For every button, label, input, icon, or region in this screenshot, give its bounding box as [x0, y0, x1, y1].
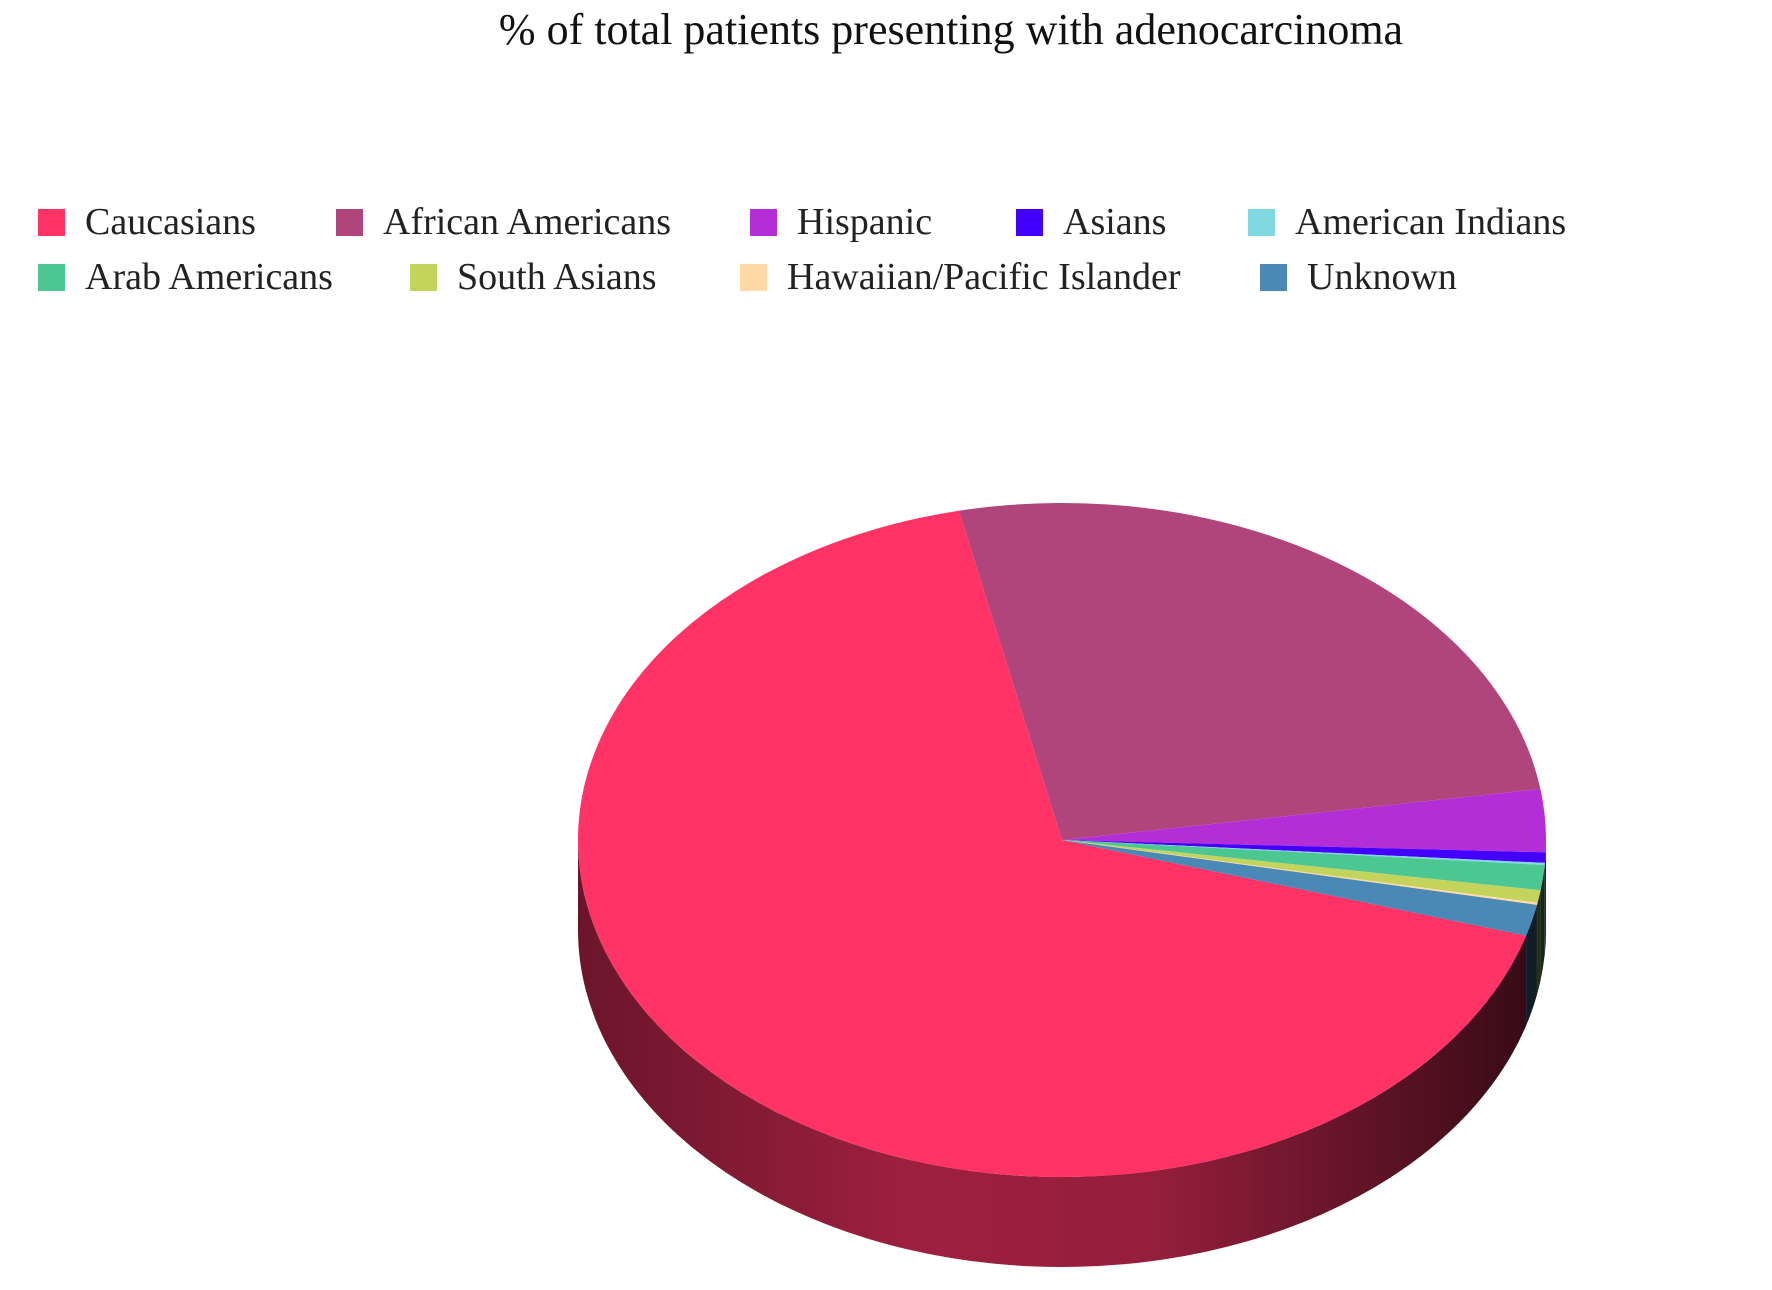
legend-swatch-asians	[1016, 208, 1043, 236]
legend-label-hispanic: Hispanic	[797, 201, 933, 243]
legend-item-american-indians: American Indians	[1248, 200, 1566, 244]
legend-label-african-americans: African Americans	[383, 201, 672, 243]
legend-swatch-arab-americans	[38, 263, 65, 291]
pie-side-south-asians	[1537, 890, 1541, 993]
pie-top	[577, 503, 1546, 1177]
legend-label-unknown: Unknown	[1307, 256, 1457, 298]
legend-swatch-american-indians	[1248, 208, 1275, 236]
legend-item-arab-americans: Arab Americans	[38, 255, 333, 299]
pie-slice-american-indians	[1062, 840, 1545, 866]
legend-item-south-asians: South Asians	[410, 255, 657, 299]
pie-slice-african-americans	[958, 503, 1541, 840]
pie-side-arab-americans	[1540, 865, 1545, 981]
pie-side-asians	[1544, 852, 1546, 953]
legend-item-asians: Asians	[1016, 200, 1166, 244]
pie-slice-hawaiian-pacific-islander	[1062, 840, 1538, 905]
pie-slice-unknown	[1062, 840, 1537, 936]
legend-swatch-caucasians	[38, 208, 65, 236]
legend-label-asians: Asians	[1063, 201, 1167, 243]
pie-sides	[578, 840, 1546, 1267]
legend-swatch-hispanic	[750, 208, 777, 236]
legend-item-unknown: Unknown	[1260, 255, 1457, 299]
legend-label-south-asians: South Asians	[457, 256, 657, 298]
pie-side-unknown	[1526, 904, 1537, 1026]
pie-slice-hispanic	[1062, 789, 1546, 853]
legend-swatch-hawaiian-pacific-islander	[740, 263, 767, 291]
legend-label-caucasians: Caucasians	[85, 201, 256, 243]
pie-slice-south-asians	[1062, 840, 1541, 903]
pie-slice-arab-americans	[1062, 840, 1545, 891]
legend-label-hawaiian-pacific-islander: Hawaiian/Pacific Islander	[787, 256, 1181, 298]
pie-slice-caucasians	[577, 510, 1527, 1177]
pie-slice-asians	[1062, 840, 1546, 863]
legend-swatch-african-americans	[336, 208, 363, 236]
chart-title: % of total patients presenting with aden…	[498, 5, 1404, 54]
legend-label-american-indians: American Indians	[1295, 201, 1567, 243]
pie-side-caucasians	[578, 840, 1527, 1267]
legend-item-caucasians: Caucasians	[38, 200, 256, 244]
legend-item-african-americans: African Americans	[336, 200, 671, 244]
legend-label-arab-americans: Arab Americans	[85, 256, 333, 298]
legend-item-hawaiian-pacific-islander: Hawaiian/Pacific Islander	[740, 255, 1181, 299]
legend-item-hispanic: Hispanic	[750, 200, 932, 244]
legend-swatch-south-asians	[410, 263, 437, 291]
pie-side-hawaiian-pacific-islander	[1536, 902, 1538, 995]
legend-swatch-unknown	[1260, 263, 1287, 291]
